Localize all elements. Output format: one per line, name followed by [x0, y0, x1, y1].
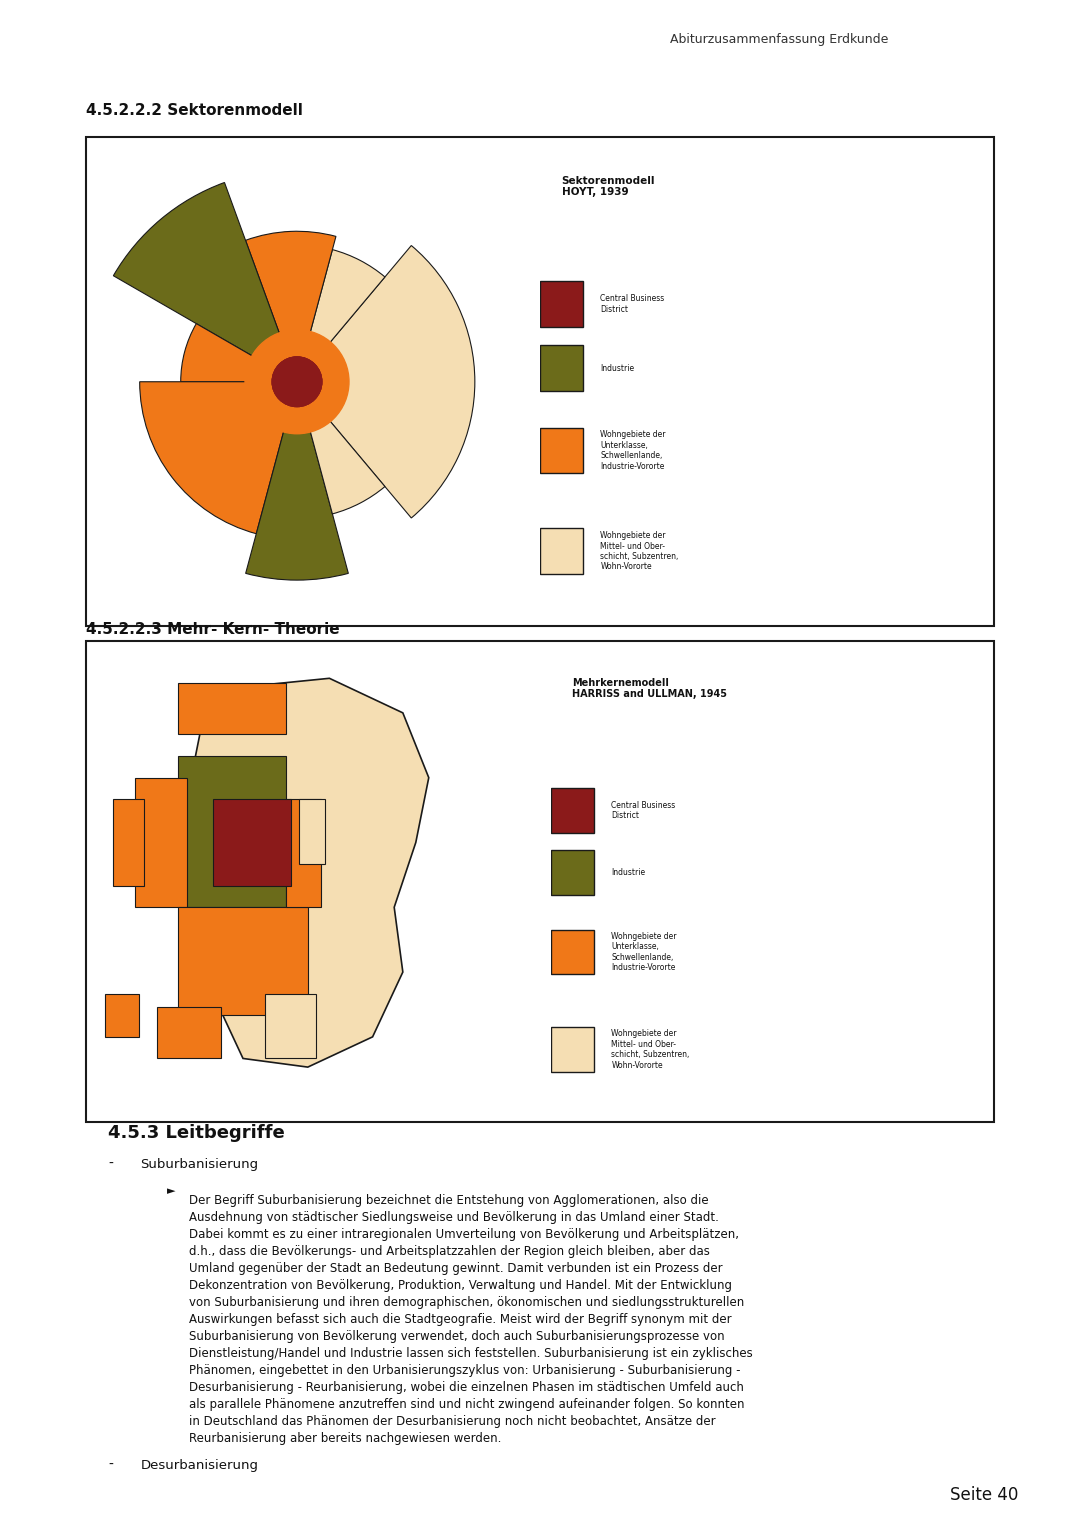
Text: -: - — [108, 1157, 113, 1171]
Bar — [178, 756, 286, 907]
Wedge shape — [245, 231, 336, 382]
Wedge shape — [113, 183, 297, 382]
Polygon shape — [178, 678, 429, 1067]
Bar — [265, 994, 316, 1058]
Bar — [551, 1028, 594, 1072]
Text: Wohngebiete der
Mittel- und Ober-
schicht, Subzentren,
Wohn-Vororte: Wohngebiete der Mittel- und Ober- schich… — [611, 1029, 690, 1069]
Text: Industrie: Industrie — [611, 867, 646, 876]
Text: Industrie: Industrie — [600, 363, 635, 373]
Text: Der Begriff Suburbanisierung bezeichnet die Entstehung von Agglomerationen, also: Der Begriff Suburbanisierung bezeichnet … — [189, 1194, 753, 1445]
Text: Sektorenmodell
HOYT, 1939: Sektorenmodell HOYT, 1939 — [562, 176, 656, 197]
Bar — [105, 994, 139, 1037]
Bar — [551, 930, 594, 974]
Bar — [178, 907, 308, 1015]
Bar — [299, 799, 325, 864]
Circle shape — [272, 357, 322, 406]
Text: -: - — [108, 1458, 113, 1472]
Text: Wohngebiete der
Unterklasse,
Schwellenlande,
Industrie-Vororte: Wohngebiete der Unterklasse, Schwellenla… — [600, 431, 666, 470]
Text: Central Business
District: Central Business District — [611, 800, 675, 820]
Text: Suburbanisierung: Suburbanisierung — [140, 1157, 258, 1171]
Wedge shape — [245, 382, 349, 580]
Bar — [178, 683, 286, 734]
Bar — [113, 799, 144, 886]
Circle shape — [272, 357, 322, 406]
Bar — [540, 345, 583, 391]
Wedge shape — [297, 249, 384, 382]
Wedge shape — [297, 246, 475, 518]
Bar — [540, 281, 583, 327]
Wedge shape — [139, 382, 297, 534]
Text: Desurbanisierung: Desurbanisierung — [140, 1458, 258, 1472]
Text: Central Business
District: Central Business District — [600, 295, 664, 313]
Wedge shape — [180, 324, 297, 382]
Text: 4.5.2.2.2 Sektorenmodell: 4.5.2.2.2 Sektorenmodell — [86, 102, 303, 118]
Bar — [551, 788, 594, 832]
Bar — [135, 777, 187, 907]
Text: Wohngebiete der
Unterklasse,
Schwellenlande,
Industrie-Vororte: Wohngebiete der Unterklasse, Schwellenla… — [611, 931, 677, 973]
Wedge shape — [297, 382, 384, 515]
Circle shape — [272, 357, 322, 406]
Bar — [213, 799, 291, 886]
Text: Mehrkernemodell
HARRISS and ULLMAN, 1945: Mehrkernemodell HARRISS and ULLMAN, 1945 — [572, 678, 728, 699]
Circle shape — [245, 330, 349, 434]
Bar — [540, 428, 583, 473]
Bar — [551, 851, 594, 895]
Text: Abiturzusammenfassung Erdkunde: Abiturzusammenfassung Erdkunde — [670, 32, 888, 46]
Bar — [540, 528, 583, 574]
Bar — [157, 1006, 221, 1058]
Text: Seite 40: Seite 40 — [950, 1486, 1018, 1504]
Text: 4.5.3 Leitbegriffe: 4.5.3 Leitbegriffe — [108, 1124, 285, 1142]
Bar — [286, 799, 321, 907]
Text: Wohngebiete der
Mittel- und Ober-
schicht, Subzentren,
Wohn-Vororte: Wohngebiete der Mittel- und Ober- schich… — [600, 531, 679, 571]
Text: 4.5.2.2.3 Mehr- Kern- Theorie: 4.5.2.2.3 Mehr- Kern- Theorie — [86, 621, 340, 637]
Text: ►: ► — [167, 1186, 176, 1196]
